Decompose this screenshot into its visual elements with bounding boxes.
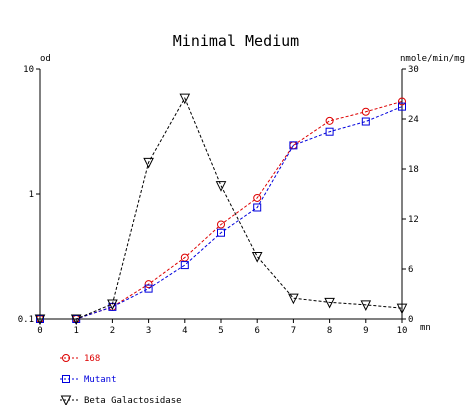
right-tick-label: 6 bbox=[408, 265, 413, 275]
right-tick-label: 0 bbox=[408, 315, 413, 325]
x-axis-label: mn bbox=[420, 323, 431, 333]
data-point bbox=[253, 193, 262, 202]
legend-label: 168 bbox=[84, 354, 100, 364]
x-tick-label: 9 bbox=[363, 326, 368, 336]
data-point bbox=[361, 107, 370, 116]
x-tick-label: 3 bbox=[146, 326, 151, 336]
series-layer bbox=[34, 93, 408, 326]
legend-item: Mutant bbox=[60, 375, 117, 385]
data-point bbox=[62, 375, 70, 383]
right-axis-label: nmole/min/mg bbox=[400, 54, 465, 64]
data-point bbox=[143, 157, 154, 169]
x-tick-label: 7 bbox=[291, 326, 296, 336]
data-point bbox=[288, 293, 299, 305]
right-tick-label: 24 bbox=[408, 115, 419, 125]
x-tick-label: 6 bbox=[254, 326, 259, 336]
data-point bbox=[325, 127, 334, 136]
series-line bbox=[40, 100, 403, 320]
right-tick-label: 30 bbox=[408, 65, 419, 75]
series-circle bbox=[36, 97, 406, 323]
data-point bbox=[62, 354, 70, 362]
left-tick-label: 1 bbox=[29, 190, 34, 200]
series-square bbox=[36, 102, 406, 323]
x-tick-label: 8 bbox=[327, 326, 332, 336]
series-triangle-down bbox=[34, 93, 408, 326]
data-point bbox=[215, 181, 227, 192]
data-point bbox=[398, 97, 406, 106]
chart-title: Minimal Medium bbox=[173, 32, 299, 50]
axes bbox=[39, 69, 403, 320]
series-line bbox=[40, 97, 403, 320]
data-point bbox=[361, 117, 370, 126]
data-point bbox=[180, 261, 189, 270]
x-tick-label: 5 bbox=[218, 326, 223, 336]
legend-item: Beta Galactosidase bbox=[60, 395, 182, 405]
left-tick-label: 10 bbox=[23, 65, 34, 75]
data-point bbox=[144, 284, 153, 293]
data-point bbox=[289, 141, 298, 150]
x-tick-label: 0 bbox=[37, 326, 42, 336]
legend: 168 Mutant Beta Galactosidase bbox=[60, 354, 182, 405]
right-tick-label: 12 bbox=[408, 215, 419, 225]
data-point bbox=[251, 252, 263, 263]
data-point bbox=[253, 203, 262, 212]
legend-item: 168 bbox=[60, 354, 100, 364]
right-tick-label: 18 bbox=[408, 165, 419, 175]
data-point bbox=[360, 300, 372, 311]
data-point bbox=[34, 314, 46, 326]
left-axis-label: od bbox=[40, 54, 51, 64]
legend-label: Mutant bbox=[84, 375, 117, 385]
x-tick-label: 10 bbox=[397, 326, 408, 336]
left-tick-label: 0.1 bbox=[18, 315, 34, 325]
x-tick-label: 2 bbox=[110, 326, 115, 336]
data-point bbox=[107, 299, 118, 311]
series-line bbox=[40, 106, 403, 320]
data-point bbox=[144, 280, 153, 289]
data-point bbox=[398, 102, 406, 111]
data-point bbox=[70, 314, 82, 326]
data-point bbox=[324, 297, 335, 309]
data-point bbox=[179, 93, 191, 105]
x-tick-label: 1 bbox=[73, 326, 78, 336]
x-tick-label: 4 bbox=[182, 326, 187, 336]
data-point bbox=[217, 220, 225, 229]
data-point bbox=[325, 116, 334, 125]
data-point bbox=[396, 303, 408, 315]
data-point bbox=[60, 395, 72, 405]
legend-label: Beta Galactosidase bbox=[84, 396, 182, 405]
data-point bbox=[217, 228, 225, 237]
